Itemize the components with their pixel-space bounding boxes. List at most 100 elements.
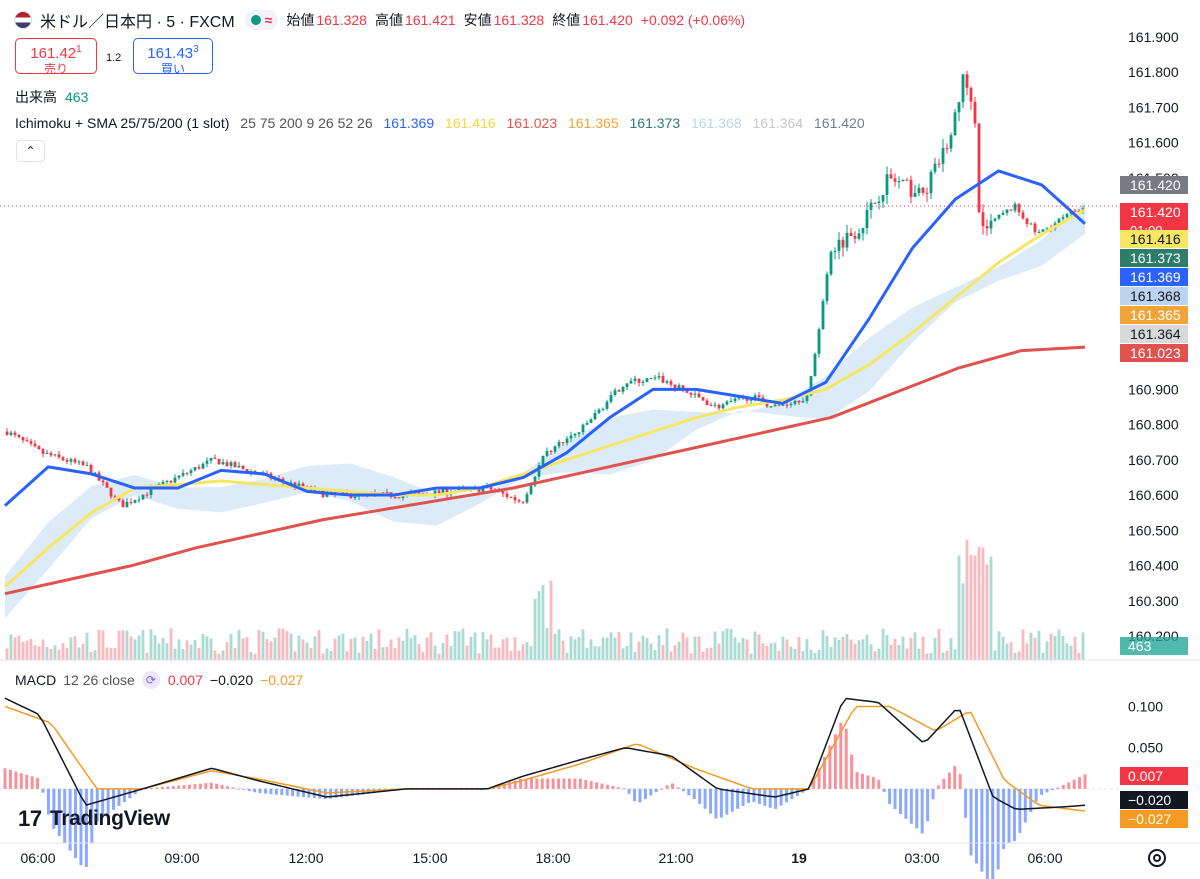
volume-bar — [273, 637, 277, 660]
time-tick-label: 06:00 — [20, 850, 55, 866]
change-value: +0.092 (+0.06%) — [640, 12, 746, 28]
volume-bar — [477, 653, 481, 660]
volume-bar — [993, 650, 997, 660]
volume-bar — [197, 647, 201, 660]
candle-body — [589, 419, 593, 423]
indicator-legend[interactable]: Ichimoku + SMA 25/75/200 (1 slot) 25 75 … — [15, 115, 872, 131]
candle-body — [85, 464, 89, 466]
volume-bar — [201, 633, 205, 660]
candle-body — [661, 376, 665, 383]
volume-bar — [85, 632, 89, 660]
volume-bar — [593, 646, 597, 660]
macd-histogram-bar — [95, 788, 99, 822]
volume-bar — [305, 642, 309, 660]
candle-body — [701, 397, 705, 401]
volume-bar — [977, 546, 981, 660]
volume-bar — [73, 636, 77, 660]
macd-label-box — [1120, 810, 1188, 828]
volume-legend[interactable]: 出来高 463 — [15, 87, 88, 107]
candle-body — [565, 438, 569, 443]
volume-bar — [609, 632, 613, 660]
candle-body — [1029, 223, 1033, 225]
volume-bar — [925, 653, 929, 660]
volume-bar — [597, 646, 601, 660]
macd-histogram-bar — [345, 788, 349, 797]
symbol-name[interactable]: 米ドル／日本円 · 5 · FXCM — [40, 14, 235, 31]
candle-body — [241, 465, 245, 469]
candle-body — [901, 179, 905, 182]
volume-bar — [877, 648, 881, 660]
volume-bar — [317, 630, 321, 660]
volume-bar — [633, 652, 637, 660]
candle-body — [501, 491, 505, 494]
candle-body — [897, 181, 901, 183]
candle-body — [521, 501, 525, 503]
candle-body — [1073, 210, 1077, 212]
candle-body — [757, 395, 761, 398]
candle-body — [457, 488, 461, 492]
price-label-text: 161.416 — [1130, 231, 1181, 247]
candle-body — [1061, 217, 1065, 219]
macd-histogram-bar — [866, 775, 870, 789]
cycle-icon[interactable]: ⟳ — [141, 671, 160, 689]
volume-bar — [561, 640, 565, 660]
candle-body — [793, 400, 797, 404]
macd-histogram-bar — [182, 785, 186, 789]
volume-bar — [573, 639, 577, 660]
volume-bar — [81, 643, 85, 660]
candle-body — [481, 487, 485, 492]
macd-histogram-bar — [247, 788, 251, 792]
buy-button[interactable]: 161.433 買い — [133, 38, 213, 76]
candle-body — [689, 392, 693, 395]
macd-histogram-bar — [622, 788, 626, 790]
sell-button[interactable]: 161.421 売り — [15, 38, 97, 76]
volume-bar — [901, 636, 905, 660]
macd-histogram-bar — [893, 788, 897, 810]
tradingview-logo[interactable]: 17 TradingView — [18, 806, 170, 832]
volume-bar — [429, 632, 433, 660]
volume-bar — [349, 638, 353, 660]
volume-bar — [613, 637, 617, 660]
candle-body — [149, 488, 153, 495]
macd-histogram-bar — [84, 788, 88, 867]
macd-histogram-bar — [296, 788, 300, 797]
macd-legend[interactable]: MACD 12 26 close ⟳ 0.007 −0.020 −0.027 — [15, 671, 310, 689]
volume-bar — [789, 646, 793, 660]
volume-bar — [21, 641, 25, 660]
candle-body — [753, 395, 757, 400]
settings-gear-icon[interactable] — [1148, 849, 1166, 867]
volume-bar — [1049, 633, 1053, 660]
collapse-legend-button[interactable]: ⌃ — [16, 140, 45, 162]
volume-bar — [313, 636, 317, 660]
volume-bar — [217, 653, 221, 660]
candle-body — [837, 239, 841, 252]
volume-bar — [981, 547, 985, 660]
candle-body — [961, 74, 965, 103]
macd-histogram-bar — [546, 778, 550, 789]
volume-bar — [189, 644, 193, 660]
macd-histogram-bar — [817, 768, 821, 789]
volume-bar — [589, 639, 593, 660]
macd-histogram-bar — [258, 788, 262, 794]
volume-bar — [601, 637, 605, 660]
volume-bar — [713, 631, 717, 660]
candle-body — [721, 404, 725, 409]
macd-histogram-bar — [860, 773, 864, 789]
candle-body — [829, 251, 833, 275]
volume-bar — [833, 637, 837, 660]
time-tick-label: 19 — [791, 850, 807, 866]
candle-body — [133, 500, 137, 503]
macd-histogram-bar — [193, 784, 197, 789]
macd-histogram-bar — [1045, 788, 1049, 793]
candle-body — [401, 495, 405, 498]
volume-bar — [209, 638, 213, 660]
status-pill[interactable]: ≈ — [244, 10, 279, 30]
volume-bar — [509, 650, 513, 660]
candle-body — [1001, 212, 1005, 215]
candle-body — [189, 470, 193, 473]
macd-histogram-bar — [1023, 788, 1027, 823]
volume-bar — [629, 632, 633, 660]
candle-body — [693, 393, 697, 395]
candle-body — [929, 171, 933, 194]
